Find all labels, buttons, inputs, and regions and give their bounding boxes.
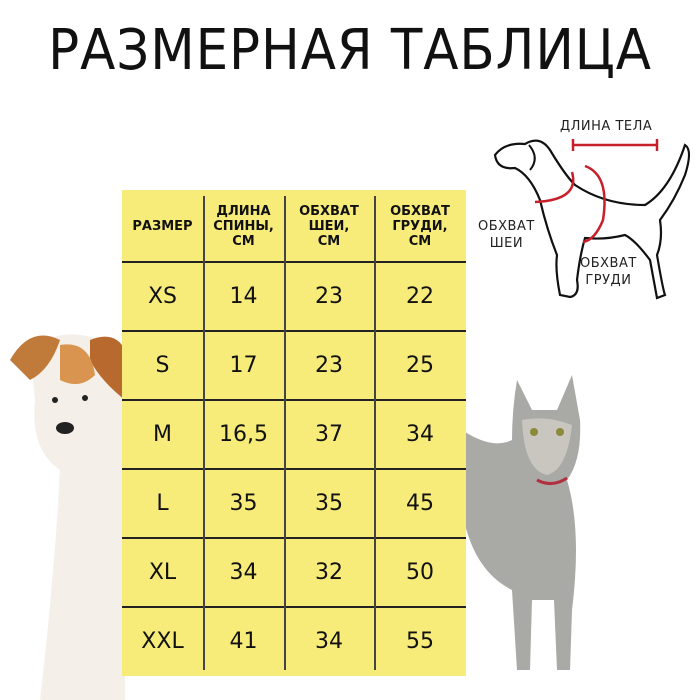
cell-neck-girth: 23 — [315, 353, 343, 378]
cell-neck-girth: 35 — [315, 491, 343, 516]
table-row: XL 34 32 50 — [122, 538, 466, 607]
header-neck-girth: ОБХВАТ ШЕИ, СМ — [299, 203, 359, 249]
neck-girth-label: ОБХВАТ ШЕИ — [478, 219, 535, 251]
header-back-length: ДЛИНА СПИНЫ, СМ — [213, 203, 274, 249]
cell-back-length: 34 — [229, 560, 258, 585]
header-chest-girth: ОБХВАТ ГРУДИ, СМ — [390, 203, 450, 249]
dog-measurement-diagram — [493, 139, 691, 300]
cell-chest-girth: 50 — [406, 560, 434, 585]
cat-photo — [462, 375, 581, 670]
table-row: M 16,5 37 34 — [122, 400, 466, 469]
header-size: РАЗМЕР — [132, 218, 193, 234]
dog-photo — [10, 334, 125, 700]
chest-girth-label: ОБХВАТ ГРУДИ — [580, 256, 637, 288]
row-divider — [122, 399, 466, 401]
cell-size: XS — [147, 284, 178, 309]
row-divider — [122, 537, 466, 539]
cell-chest-girth: 34 — [406, 422, 434, 447]
cell-size: L — [156, 491, 169, 516]
table-header-row: РАЗМЕР ДЛИНА СПИНЫ, СМ ОБХВАТ ШЕИ, СМ ОБХВАТ… — [122, 190, 466, 262]
cell-chest-girth: 45 — [406, 491, 434, 516]
cell-chest-girth: 55 — [406, 629, 434, 654]
cell-size: S — [155, 353, 170, 378]
column-divider — [203, 196, 205, 670]
table-row: L 35 35 45 — [122, 469, 466, 538]
cell-neck-girth: 23 — [315, 284, 343, 309]
cell-size: XL — [148, 560, 177, 585]
cell-back-length: 41 — [229, 629, 258, 654]
row-divider — [122, 468, 466, 470]
chest-girth-marker — [582, 164, 606, 244]
neck-girth-marker — [534, 171, 575, 204]
cell-size: M — [153, 422, 172, 447]
page-title: РАЗМЕРНАЯ ТАБЛИЦА — [48, 18, 652, 83]
cell-chest-girth: 22 — [406, 284, 434, 309]
table-row: S 17 23 25 — [122, 331, 466, 400]
size-table: РАЗМЕР ДЛИНА СПИНЫ, СМ ОБХВАТ ШЕИ, СМ ОБХВАТ… — [122, 190, 466, 676]
row-divider — [122, 330, 466, 332]
cell-back-length: 17 — [229, 353, 258, 378]
row-divider — [122, 261, 466, 263]
cell-neck-girth: 32 — [315, 560, 343, 585]
column-divider — [284, 196, 286, 670]
body-length-label: ДЛИНА ТЕЛА — [560, 119, 653, 134]
cell-back-length: 14 — [229, 284, 258, 309]
cell-chest-girth: 25 — [406, 353, 434, 378]
cell-size: XXL — [141, 629, 184, 654]
cell-back-length: 16,5 — [219, 422, 268, 447]
table-row: XXL 41 34 55 — [122, 607, 466, 676]
cell-neck-girth: 34 — [315, 629, 343, 654]
row-divider — [122, 606, 466, 608]
cell-back-length: 35 — [229, 491, 258, 516]
cell-neck-girth: 37 — [315, 422, 343, 447]
table-row: XS 14 23 22 — [122, 262, 466, 331]
column-divider — [374, 196, 376, 670]
